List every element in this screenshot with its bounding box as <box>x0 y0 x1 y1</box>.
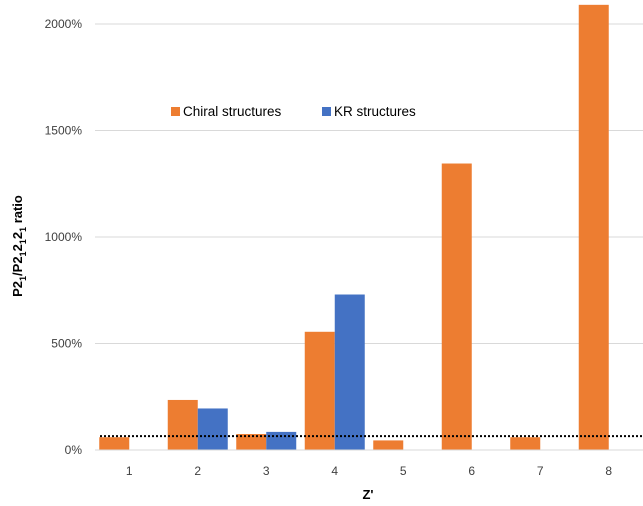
y-tick-label: 2000% <box>45 17 83 31</box>
y-axis-title: P21/P212121 ratio <box>10 195 28 297</box>
bar-chiral-4 <box>304 331 335 450</box>
x-tick-label: 1 <box>126 464 133 478</box>
y-tick-label: 0% <box>65 443 83 457</box>
x-tick-label: 8 <box>605 464 612 478</box>
x-tick-label: 6 <box>468 464 475 478</box>
y-tick-label: 1500% <box>45 124 83 138</box>
bar-chiral-5 <box>373 440 404 450</box>
gridlines <box>95 23 643 344</box>
legend-label-kr: KR structures <box>334 104 416 119</box>
x-tick-label: 5 <box>400 464 407 478</box>
bar-chiral-3 <box>236 434 267 450</box>
x-axis-title: Z' <box>362 487 373 502</box>
y-tick-label: 500% <box>51 337 82 351</box>
x-tick-label: 4 <box>331 464 338 478</box>
bar-kr-3 <box>266 431 297 450</box>
bar-chiral-6 <box>441 163 472 450</box>
bars <box>99 4 609 451</box>
bar-chiral-1 <box>99 437 130 450</box>
legend-label-chiral: Chiral structures <box>183 104 282 119</box>
legend-swatch-chiral <box>171 107 180 116</box>
y-tick-label: 1000% <box>45 230 83 244</box>
x-tick-label: 2 <box>194 464 201 478</box>
legend: Chiral structures KR structures <box>171 104 416 119</box>
y-axis-tick-labels: 0% 500% 1000% 1500% 2000% <box>45 17 83 457</box>
x-axis-tick-labels: 1 2 3 4 5 6 7 8 <box>126 464 613 478</box>
bar-chiral-8 <box>578 4 609 451</box>
bar-chiral-2 <box>167 399 198 450</box>
bar-kr-4 <box>334 294 365 450</box>
x-tick-label: 7 <box>537 464 544 478</box>
legend-swatch-kr <box>322 107 331 116</box>
bar-chiral-7 <box>510 437 541 450</box>
bar-kr-2 <box>197 408 228 450</box>
x-tick-label: 3 <box>263 464 270 478</box>
